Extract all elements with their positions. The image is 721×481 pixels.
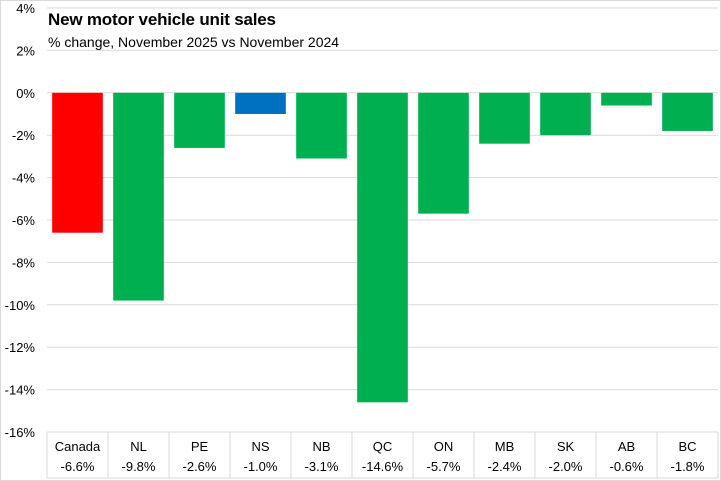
- category-label: BC: [678, 439, 696, 454]
- category-label: NL: [130, 439, 147, 454]
- value-label: -2.0%: [549, 459, 583, 474]
- y-tick-label: 0%: [16, 86, 35, 101]
- value-label: -3.1%: [305, 459, 339, 474]
- category-label: AB: [618, 439, 635, 454]
- y-tick-label: -8%: [12, 255, 36, 270]
- bar-canada: [52, 92, 103, 233]
- y-tick-label: -4%: [12, 171, 36, 186]
- y-tick-label: -10%: [5, 298, 36, 313]
- value-label: -6.6%: [61, 459, 95, 474]
- value-label: -14.6%: [362, 459, 404, 474]
- bar-ab: [601, 92, 652, 106]
- category-label: Canada: [55, 439, 101, 454]
- y-tick-label: -16%: [5, 425, 36, 440]
- bar-sk: [540, 92, 591, 136]
- y-tick-label: -2%: [12, 128, 36, 143]
- value-label: -9.8%: [122, 459, 156, 474]
- category-label: PE: [191, 439, 209, 454]
- bar-on: [418, 92, 469, 214]
- value-label: -0.6%: [610, 459, 644, 474]
- y-tick-label: -6%: [12, 213, 36, 228]
- y-tick-label: -14%: [5, 383, 36, 398]
- category-label: NS: [251, 439, 269, 454]
- bar-nl: [113, 92, 164, 301]
- bar-bc: [662, 92, 713, 131]
- category-label: QC: [373, 439, 393, 454]
- y-tick-label: 4%: [16, 1, 35, 16]
- category-label: NB: [312, 439, 330, 454]
- value-label: -5.7%: [427, 459, 461, 474]
- category-label: MB: [495, 439, 515, 454]
- category-label: SK: [557, 439, 575, 454]
- bar-nb: [296, 92, 347, 159]
- chart-subtitle: % change, November 2025 vs November 2024: [48, 34, 340, 50]
- value-label: -1.0%: [244, 459, 278, 474]
- y-tick-label: 2%: [16, 43, 35, 58]
- y-tick-label: -12%: [5, 340, 36, 355]
- bar-qc: [357, 92, 408, 403]
- bar-pe: [174, 92, 225, 148]
- category-label: ON: [434, 439, 454, 454]
- bar-ns: [235, 92, 286, 114]
- bar-mb: [479, 92, 530, 144]
- value-label: -1.8%: [671, 459, 705, 474]
- value-label: -2.6%: [183, 459, 217, 474]
- chart-title: New motor vehicle unit sales: [48, 10, 276, 29]
- value-label: -2.4%: [488, 459, 522, 474]
